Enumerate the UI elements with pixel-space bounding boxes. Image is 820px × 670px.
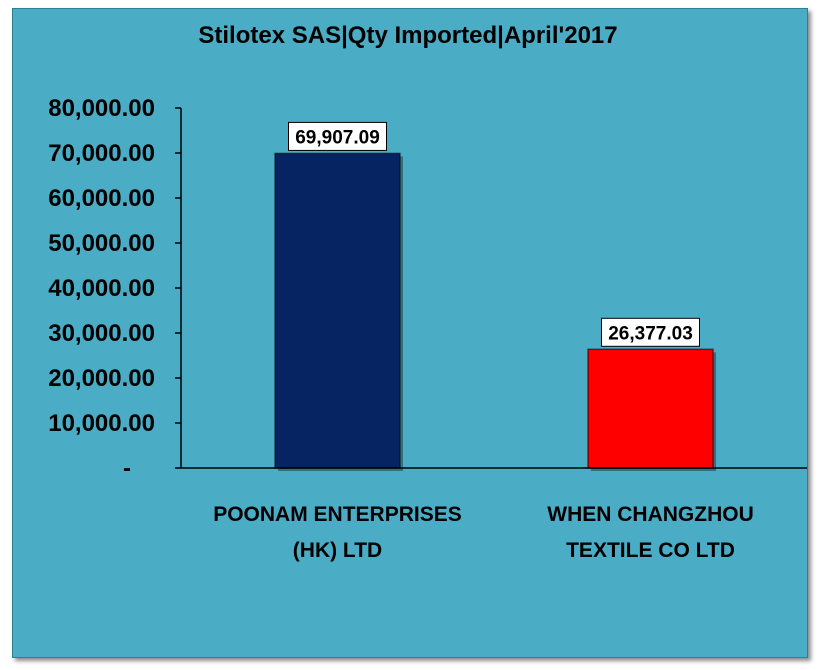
y-tick-label: - [123,455,131,482]
x-category-label: WHEN CHANGZHOU [547,503,753,526]
x-category-label: (HK) LTD [293,539,382,562]
data-label: 26,377.03 [608,323,693,344]
y-tick-label: 10,000.00 [48,410,155,437]
data-label-box [601,317,700,347]
x-category-label: POONAM ENTERPRISES [213,503,462,526]
bars-group: 69,907.09 26,377.03 [274,121,716,471]
bar-2 [587,348,714,469]
y-tick-label: 50,000.00 [48,230,155,257]
chart-area: Stilotex SAS|Qty Imported|April'2017 - 10… [12,8,808,658]
y-tick-label: 40,000.00 [48,275,155,302]
chart-title: Stilotex SAS|Qty Imported|April'2017 [198,22,617,49]
y-tick-label: 20,000.00 [48,365,155,392]
bar-1 [274,152,401,469]
x-category-label: TEXTILE CO LTD [566,539,735,562]
y-tick-label: 60,000.00 [48,185,155,212]
bar-chart: Stilotex SAS|Qty Imported|April'2017 - 10… [48,22,807,562]
data-label: 69,907.09 [295,127,380,148]
x-axis: POONAM ENTERPRISES (HK) LTD WHEN CHANGZHOU… [181,467,807,562]
y-axis: - 10,000.00 20,000.00 30,000.00 40,000.00 50,… [48,95,182,482]
data-label-box [288,121,387,151]
y-tick-label: 30,000.00 [48,320,155,347]
y-tick-label: 80,000.00 [48,95,155,122]
y-tick-label: 70,000.00 [48,140,155,167]
